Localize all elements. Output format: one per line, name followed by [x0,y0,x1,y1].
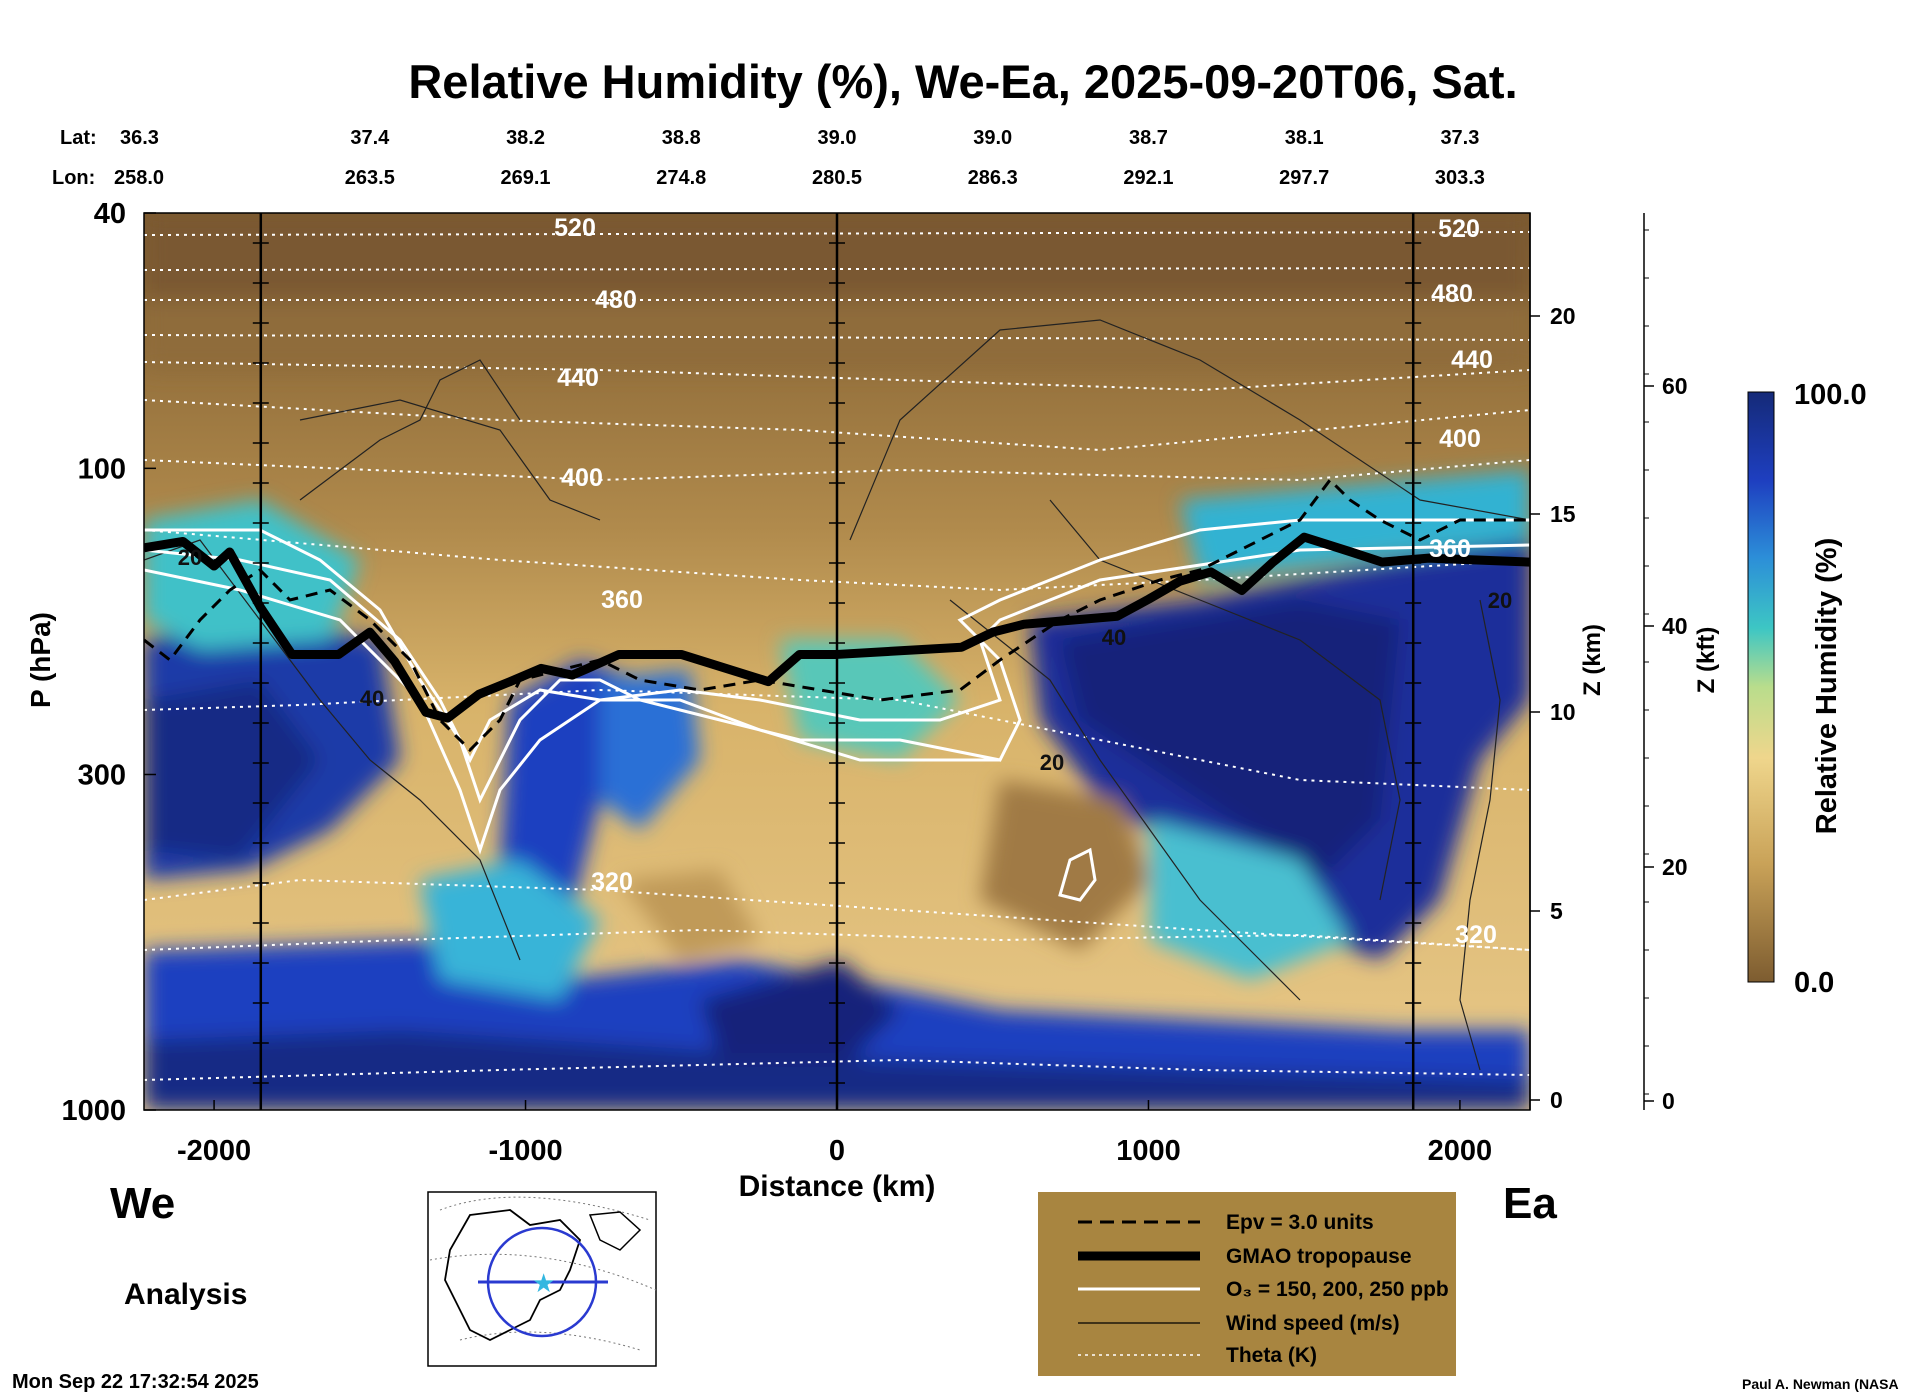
lat-value: 39.0 [973,127,1012,149]
gmao-tropopause-line [144,532,1530,723]
theta-label: 400 [561,464,603,492]
z-kft-label: Z (kft) [1693,627,1720,694]
theta-label: 320 [1455,921,1497,949]
lon-value: 263.5 [345,167,395,189]
colorbar-min-label: 0.0 [1794,967,1834,999]
lon-value: 258.0 [114,167,164,189]
x-axis: -2000 -1000 0 1000 2000 [177,1100,1492,1167]
x-tick-label: 1000 [1116,1135,1181,1167]
cross-section-lines [252,213,1422,1110]
lat-value: 38.7 [1129,127,1168,149]
lat-lon-header: 36.3 37.4 38.2 38.8 39.0 39.0 38.7 38.1 37.3 258.… [114,127,1485,189]
colorbar-title: Relative Humidity (%) [1811,538,1843,835]
z-kft-tick-label: 0 [1662,1088,1675,1114]
lon-value: 280.5 [812,167,862,189]
wind-label: 40 [1102,625,1126,650]
legend-theta: Theta (K) [1226,1344,1317,1367]
wind-label: 40 [360,686,384,711]
x-tick-label: 2000 [1428,1135,1493,1167]
lat-label: Lat: [60,127,97,149]
z-kft-tick-label: 20 [1662,854,1688,880]
z-km-tick-label: 15 [1550,501,1576,527]
lon-value: 303.3 [1435,167,1485,189]
theta-label: 320 [591,868,633,896]
p-tick-label: 1000 [61,1095,126,1127]
credit-text: Paul A. Newman (NASA [1742,1376,1899,1392]
epv-line [144,477,1530,753]
wind-label: 20 [1040,750,1064,775]
x-axis-label: Distance (km) [739,1170,936,1203]
z-km-tick-label: 0 [1550,1087,1563,1113]
z-km-tick-label: 20 [1550,303,1576,329]
wind-label: 20 [1488,588,1512,613]
legend-wind: Wind speed (m/s) [1226,1312,1400,1335]
p-tick-label: 300 [78,759,126,791]
lon-value: 269.1 [501,167,551,189]
lat-value: 38.1 [1285,127,1324,149]
wind-labels: 20 40 20 40 20 [178,545,1512,775]
lat-value: 39.0 [818,127,857,149]
lat-value: 38.2 [506,127,545,149]
z-kft-tick-label: 60 [1662,373,1688,399]
z-km-tick-label: 5 [1550,898,1563,924]
coastline [444,1209,582,1342]
plot-area: 520 480 440 400 360 320 520 480 440 400 360 320 20 4… [144,213,1530,1110]
z-kft-axis: 0 20 40 60 [1643,213,1688,1114]
pressure-axis: 40 100 300 1000 [61,198,156,1127]
z-km-label: Z (km) [1579,624,1606,696]
lat-value: 37.3 [1440,127,1479,149]
analysis-label: Analysis [124,1278,247,1311]
timestamp: Mon Sep 22 17:32:54 2025 [12,1371,259,1393]
z-km-axis: 0 5 10 15 20 [1529,213,1576,1113]
theta-label: 440 [557,364,599,392]
lon-value: 292.1 [1123,167,1173,189]
theta-label: 360 [1429,535,1471,563]
legend-tropopause: GMAO tropopause [1226,1245,1412,1268]
lat-value: 36.3 [120,127,159,149]
theta-label: 480 [1431,280,1473,308]
lon-value: 297.7 [1279,167,1329,189]
p-tick-label: 100 [78,453,126,485]
ozone-contours [144,518,1530,902]
theta-label: 480 [595,286,637,314]
x-tick-label: -1000 [488,1135,562,1167]
legend: Epv = 3.0 units GMAO tropopause O₃ = 150… [1038,1192,1456,1376]
z-kft-tick-label: 40 [1662,613,1688,639]
wind-label: 20 [178,545,202,570]
chart-title: Relative Humidity (%), We-Ea, 2025-09-20… [408,55,1517,108]
east-label: Ea [1503,1179,1557,1228]
theta-label: 520 [1438,215,1480,243]
colorbar [1747,391,1775,983]
legend-ozone: O₃ = 150, 200, 250 ppb [1226,1278,1449,1301]
legend-epv: Epv = 3.0 units [1226,1211,1374,1234]
west-label: We [110,1179,175,1228]
lon-value: 274.8 [656,167,706,189]
theta-labels: 520 480 440 400 360 320 520 480 440 400 360 320 [554,214,1497,949]
lat-value: 38.8 [662,127,701,149]
section-center-star: ★ [532,1268,555,1298]
lon-value: 286.3 [968,167,1018,189]
x-tick-label: 0 [829,1135,845,1167]
theta-label: 360 [601,586,643,614]
z-km-tick-label: 10 [1550,699,1576,725]
theta-label: 520 [554,214,596,242]
y-axis-label: P (hPa) [25,612,56,708]
theta-label: 400 [1439,425,1481,453]
theta-label: 440 [1451,346,1493,374]
colorbar-max-label: 100.0 [1794,379,1867,411]
x-tick-label: -2000 [177,1135,251,1167]
p-tick-label: 40 [94,198,126,230]
lat-value: 37.4 [350,127,390,149]
inset-map: ★ [427,1191,657,1367]
lon-label: Lon: [52,167,95,189]
